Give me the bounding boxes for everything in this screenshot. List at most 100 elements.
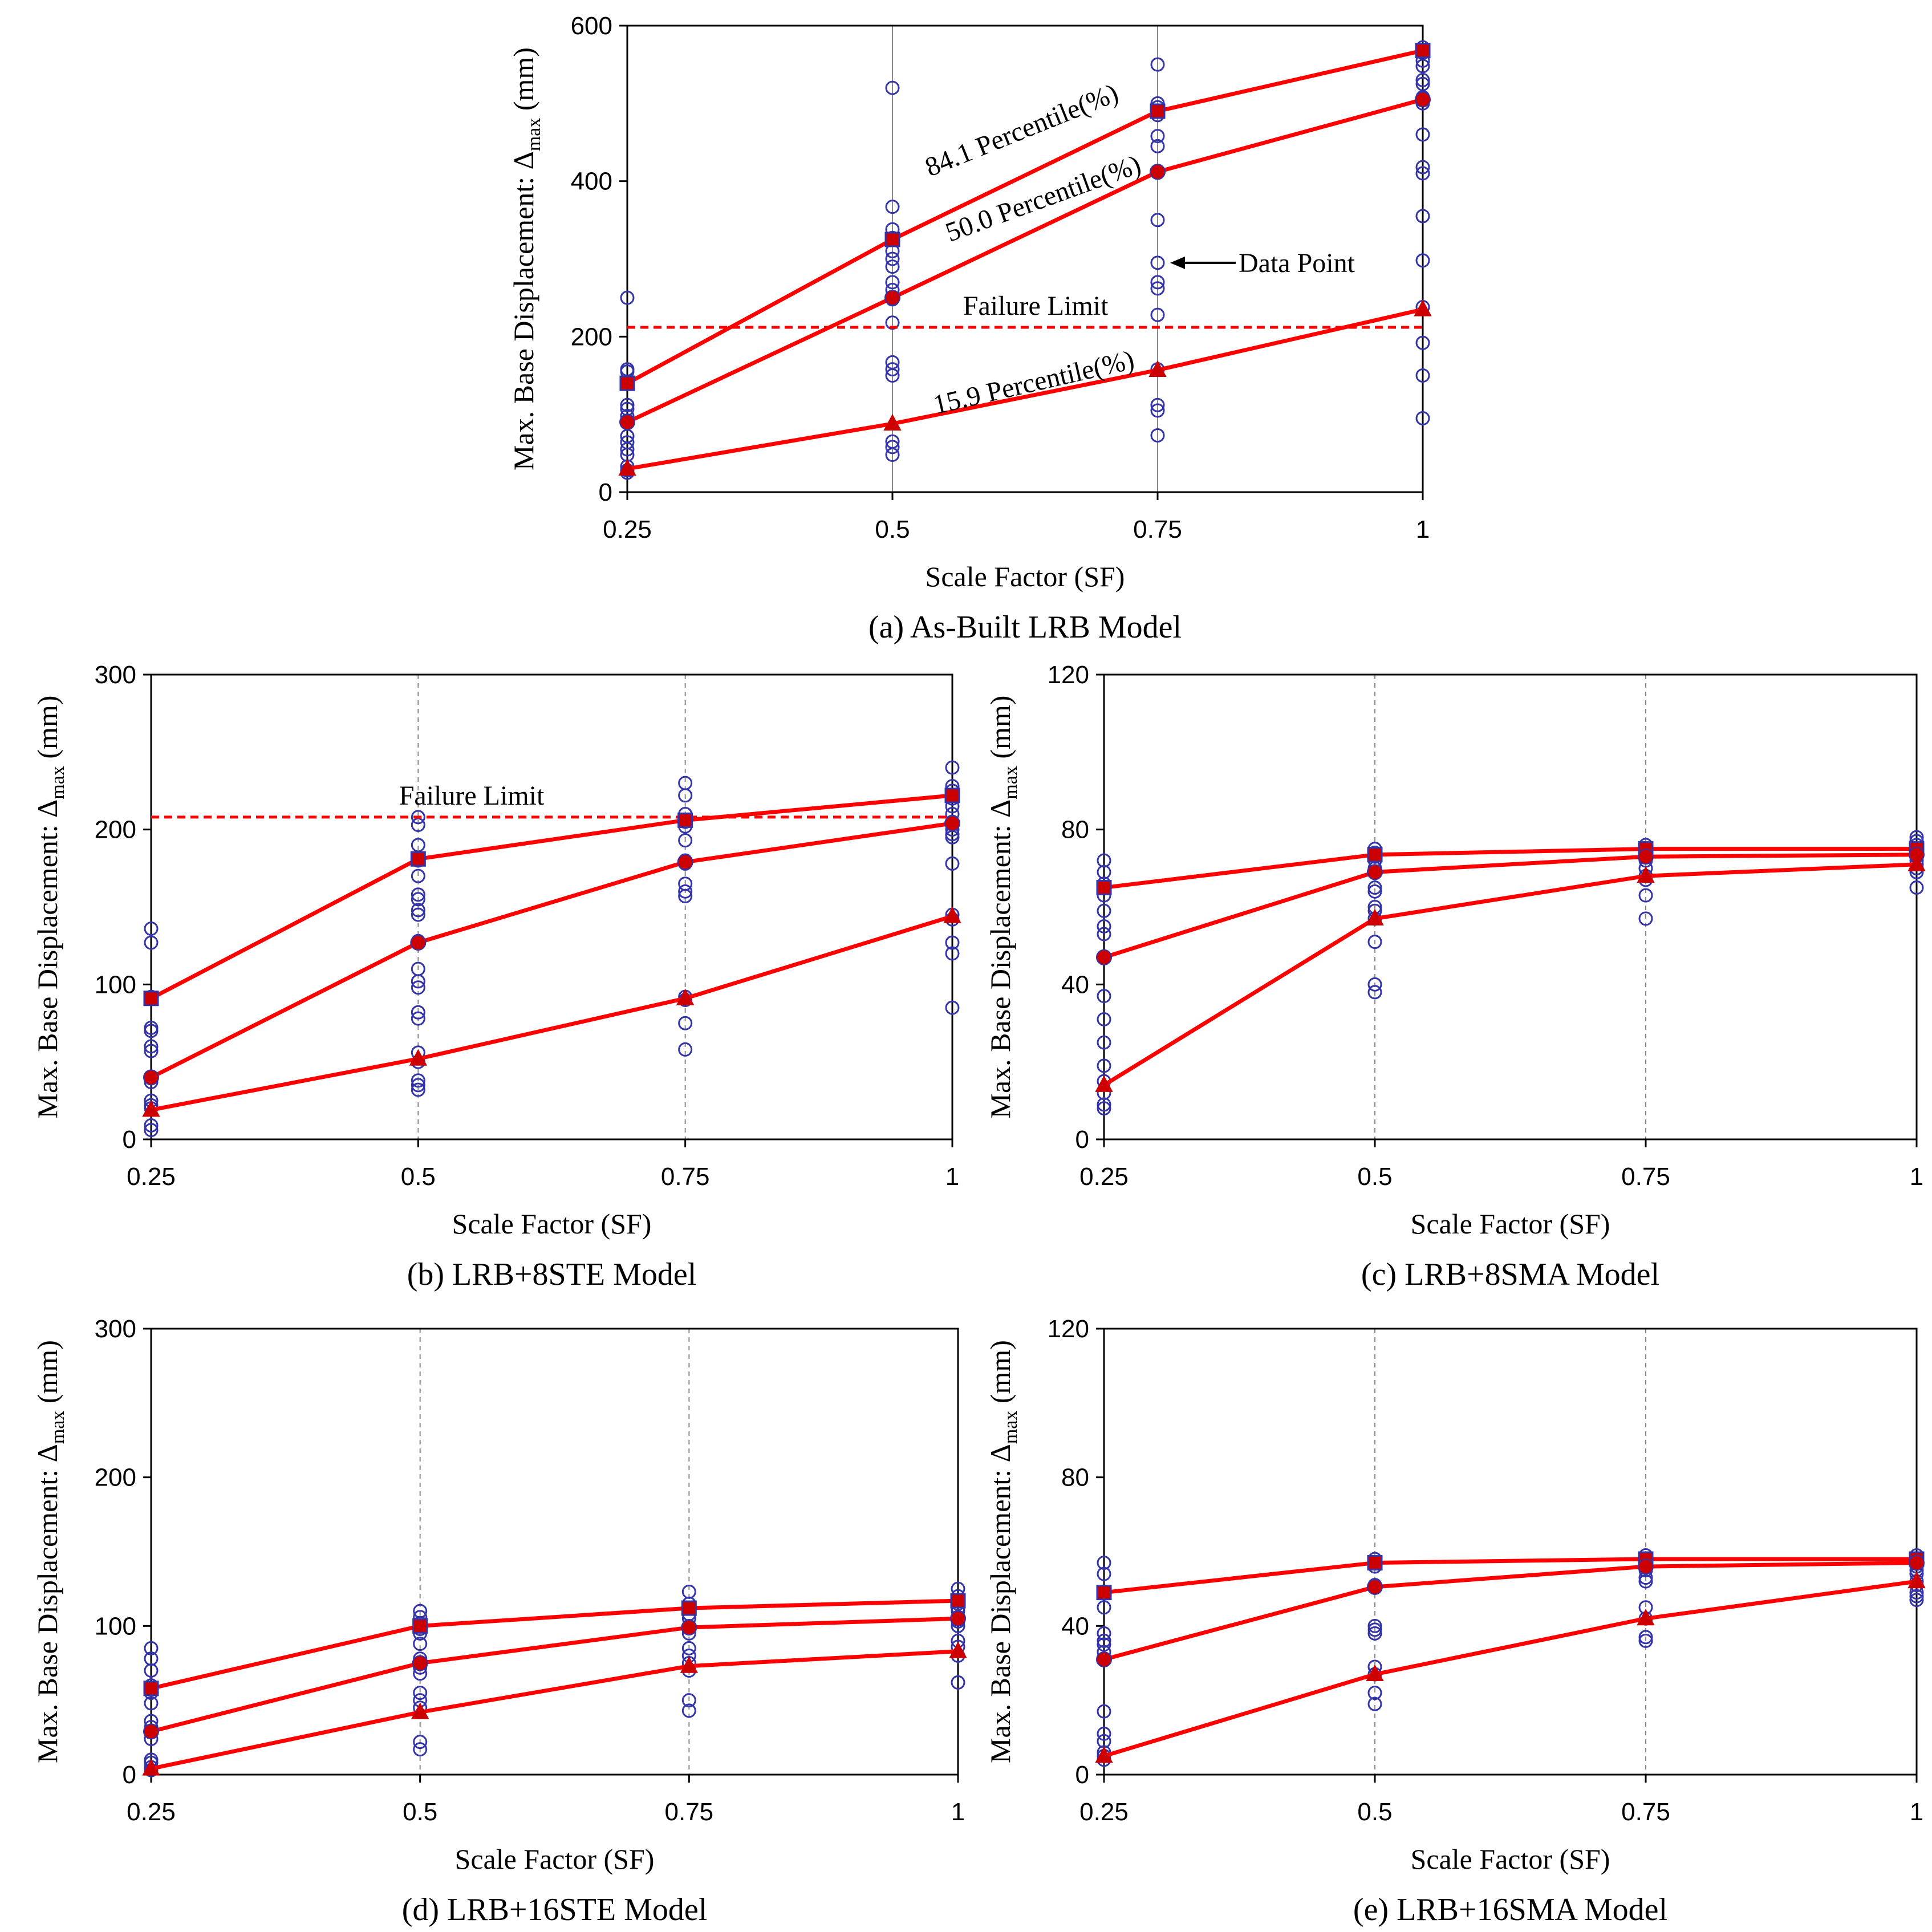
- data-point: [945, 946, 960, 961]
- x-tick-label: 0.5: [403, 1798, 437, 1826]
- x-tick-label: 0.25: [127, 1798, 176, 1826]
- y-tick-label: 200: [95, 816, 136, 844]
- percentile-marker: [1367, 1555, 1383, 1571]
- data-point: [1415, 72, 1430, 87]
- panel-caption: (c) LRB+8SMA Model: [1361, 1257, 1659, 1292]
- data-point: [411, 1005, 425, 1020]
- data-point: [411, 974, 425, 989]
- x-axis-title: Scale Factor (SF): [1411, 1843, 1610, 1875]
- data-point: [1367, 1696, 1382, 1711]
- x-tick-label: 0.75: [665, 1798, 714, 1826]
- percentile-curve: [151, 914, 953, 1112]
- failure-limit-label: Failure Limit: [399, 781, 545, 811]
- x-tick-label: 0.5: [1357, 1163, 1392, 1191]
- data-point: [1367, 884, 1382, 899]
- percentile-marker: [143, 1681, 159, 1696]
- plot-frame: [1103, 1328, 1918, 1776]
- data-point: [411, 1082, 425, 1097]
- y-tick-label: 80: [1061, 816, 1089, 844]
- percentile-marker: [950, 1610, 966, 1627]
- percentile-curve: [626, 48, 1423, 385]
- data-point: [681, 1703, 696, 1718]
- data-point: [144, 1641, 159, 1655]
- data-point: [1909, 1593, 1924, 1608]
- panel-a: 0 200 400 600 0.25 0.5 0.75 1 Scale Factor (SF) M…: [508, 12, 1432, 645]
- data-point: [1097, 1035, 1111, 1050]
- data-point: [1150, 281, 1165, 296]
- data-point: [144, 1039, 159, 1054]
- y-axis-title: Max. Base Displacement: Δmax (mm): [31, 696, 68, 1119]
- data-point: [1150, 428, 1165, 443]
- data-point: [1097, 1101, 1111, 1116]
- data-point: [885, 80, 900, 95]
- failure-limit-label: Failure Limit: [963, 291, 1109, 321]
- x-tick-label: 0.75: [1621, 1798, 1670, 1826]
- percentile-marker: [1096, 880, 1112, 896]
- percentile-marker: [143, 1069, 159, 1086]
- data-point: [1097, 919, 1111, 933]
- x-tick-label: 0.5: [875, 516, 910, 543]
- percentile-curve: [1103, 847, 1917, 890]
- data-point: [144, 1044, 159, 1058]
- data-point: [1638, 888, 1653, 903]
- percentile-marker: [410, 851, 426, 867]
- percentile-marker: [1909, 1554, 1925, 1571]
- y-tick-label: 400: [571, 168, 612, 196]
- data-point: [1415, 209, 1430, 224]
- y-axis-title: Max. Base Displacement: Δmax (mm): [31, 1340, 68, 1763]
- y-tick-label: 100: [95, 1612, 136, 1640]
- data-point: [1097, 927, 1111, 941]
- data-point: [411, 1011, 425, 1026]
- x-tick-label: 0.5: [401, 1163, 436, 1191]
- data-point: [1367, 1626, 1382, 1641]
- data-point: [1367, 985, 1382, 1000]
- panel-caption: (d) LRB+16STE Model: [402, 1892, 708, 1927]
- percentile-marker: [1366, 1664, 1384, 1682]
- percentile-marker: [1637, 866, 1655, 883]
- data-point: [681, 1641, 696, 1655]
- data-point: [1097, 1566, 1111, 1581]
- x-tick-label: 0.25: [603, 516, 652, 543]
- data-point: [411, 1078, 425, 1093]
- data-point: [411, 903, 425, 918]
- data-point: [1415, 335, 1430, 350]
- percentile-marker: [1150, 103, 1166, 119]
- data-point: [1415, 368, 1430, 383]
- x-tick-label: 0.25: [127, 1163, 176, 1191]
- data-point: [144, 1118, 159, 1133]
- data-point: [1097, 1726, 1111, 1741]
- percentile-marker: [884, 232, 900, 247]
- percentile-marker: [1095, 1075, 1113, 1092]
- percentile-marker: [1907, 854, 1926, 871]
- data-point: [1097, 1637, 1111, 1652]
- percentile-marker: [1148, 360, 1167, 377]
- data-point: [1367, 935, 1382, 949]
- data-point: [1097, 1058, 1111, 1073]
- data-point: [1367, 1622, 1382, 1637]
- y-tick-label: 80: [1061, 1464, 1089, 1492]
- data-point: [144, 1024, 159, 1038]
- data-point: [1097, 1012, 1111, 1026]
- percentile-marker: [1414, 299, 1432, 316]
- data-point: [1097, 1633, 1111, 1648]
- data-point: [1097, 1704, 1111, 1719]
- percentile-marker: [1096, 949, 1112, 965]
- percentile-marker: [1367, 864, 1383, 880]
- percentile-marker: [618, 458, 636, 476]
- y-tick-label: 0: [123, 1761, 136, 1789]
- data-point: [1415, 253, 1430, 268]
- percentile-curve: [150, 793, 953, 1000]
- x-tick-label: 0.75: [1133, 516, 1182, 543]
- data-point: [1415, 166, 1430, 181]
- x-tick-label: 0.25: [1079, 1163, 1129, 1191]
- x-tick-label: 1: [951, 1798, 965, 1826]
- data-point: [1367, 1618, 1382, 1633]
- data-point: [411, 887, 425, 902]
- data-point: [945, 935, 960, 950]
- data-point: [1367, 880, 1382, 895]
- data-point: [1150, 403, 1165, 418]
- data-point: [1638, 1633, 1653, 1648]
- percentile-marker: [680, 1656, 699, 1673]
- data-point: [1150, 307, 1165, 322]
- data-point: [144, 935, 159, 950]
